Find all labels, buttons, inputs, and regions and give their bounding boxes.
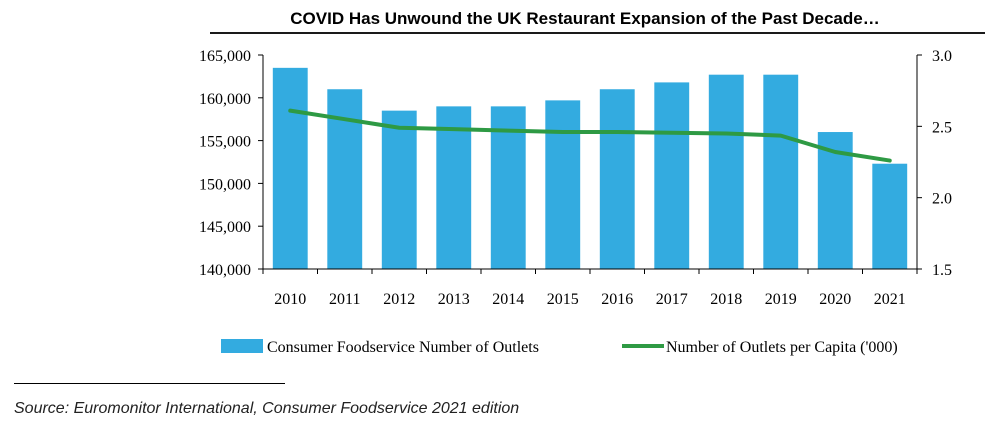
left-tick-label: 165,000 — [199, 48, 251, 65]
right-axis-ticks: 1.5 2.0 2.5 3.0 — [917, 48, 952, 279]
bar-2019 — [763, 74, 799, 269]
x-tick-label: 2018 — [710, 291, 742, 308]
left-axis-ticks: 140,000 145,000 150,000 155,000 160,000 165,0… — [199, 48, 263, 279]
left-tick-label: 160,000 — [199, 91, 251, 108]
bar-2016 — [599, 89, 635, 270]
bar-2015 — [545, 100, 581, 269]
x-tick-label: 2019 — [765, 291, 797, 308]
x-tick-label: 2020 — [819, 291, 851, 308]
x-tick-label: 2013 — [438, 291, 470, 308]
bar-2012 — [381, 110, 417, 269]
x-tick-label: 2021 — [874, 291, 906, 308]
left-tick-label: 155,000 — [199, 134, 251, 151]
bar-2017 — [654, 82, 690, 269]
x-tick-label: 2017 — [656, 291, 688, 308]
legend-line-label: Number of Outlets per Capita ('000) — [666, 339, 898, 356]
left-tick-label: 150,000 — [199, 176, 251, 193]
bar-2014 — [490, 106, 526, 269]
x-tick-label: 2010 — [274, 291, 306, 308]
chart-title: COVID Has Unwound the UK Restaurant Expa… — [290, 9, 879, 28]
legend: Consumer Foodservice Number of Outlets N… — [221, 339, 898, 356]
bar-2010 — [272, 67, 308, 269]
x-tick-label: 2012 — [383, 291, 415, 308]
legend-bar-swatch — [221, 339, 263, 353]
per-capita-series-line — [288, 108, 892, 163]
left-tick-label: 145,000 — [199, 219, 251, 236]
legend-bar-label: Consumer Foodservice Number of Outlets — [267, 339, 539, 356]
right-tick-label: 2.5 — [932, 119, 952, 136]
x-axis-ticks: 2010 2011 2012 2013 2014 2015 2016 2017 2018 2019… — [262, 269, 918, 308]
right-tick-label: 3.0 — [932, 48, 952, 65]
bar-2018 — [708, 74, 744, 269]
bars — [272, 67, 908, 270]
right-tick-label: 2.0 — [932, 191, 952, 208]
x-tick-label: 2011 — [329, 291, 360, 308]
per-capita-line — [288, 108, 892, 163]
source-note: Source: Euromonitor International, Consu… — [14, 400, 520, 417]
right-tick-label: 1.5 — [932, 262, 952, 279]
left-tick-label: 140,000 — [199, 262, 251, 279]
x-tick-label: 2014 — [492, 291, 524, 308]
source-divider — [14, 383, 285, 384]
x-tick-label: 2015 — [547, 291, 579, 308]
bar-2021 — [872, 163, 908, 269]
x-tick-label: 2016 — [601, 291, 633, 308]
bar-2013 — [436, 106, 472, 269]
